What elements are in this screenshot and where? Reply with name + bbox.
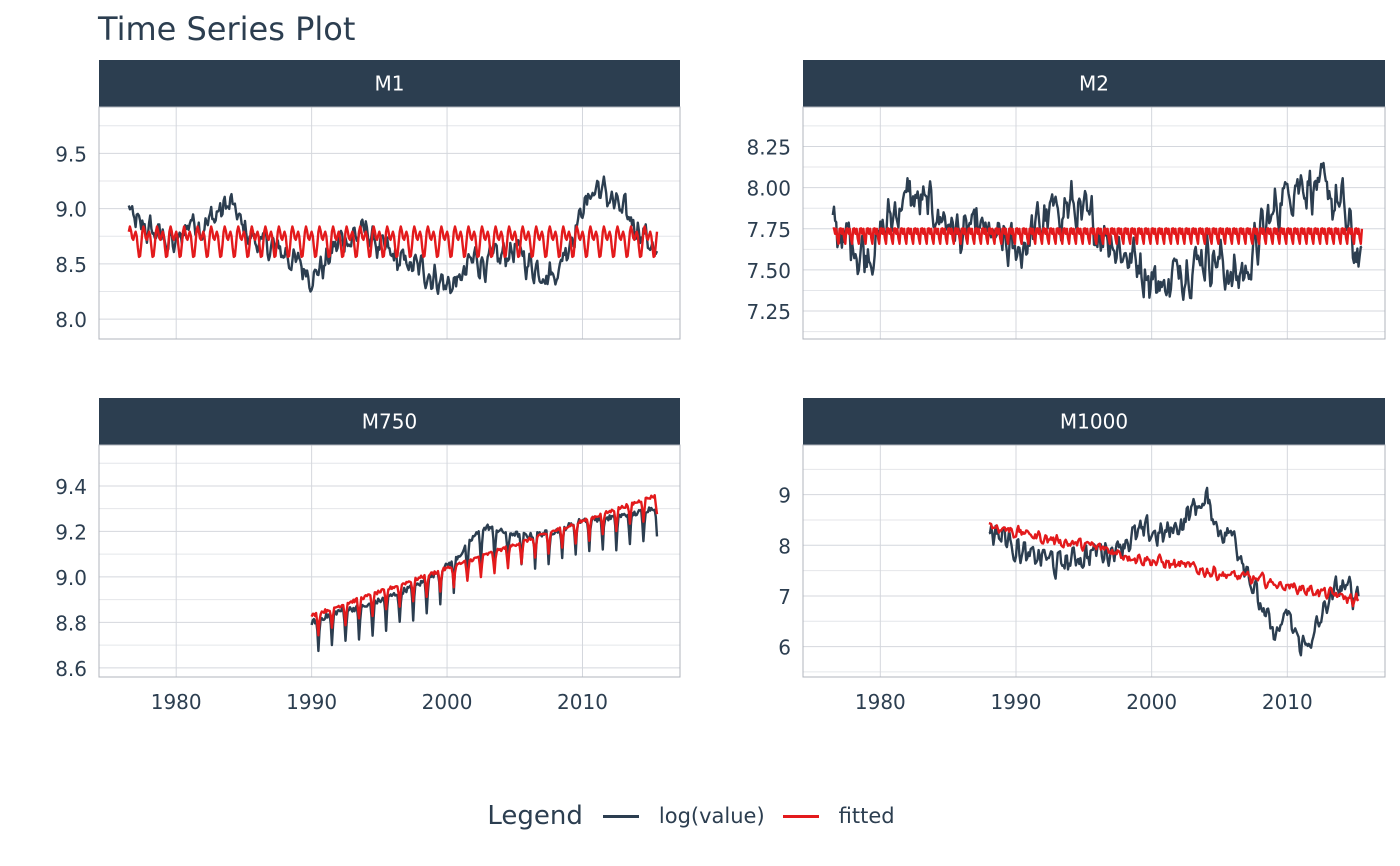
series-fitted-line	[310, 494, 659, 637]
series-log-value-line	[988, 486, 1360, 657]
legend-item-fitted: fitted	[782, 804, 895, 828]
strip-m1	[99, 60, 680, 107]
x-tick-label: 2010	[557, 690, 608, 714]
y-tick-label: 7.75	[746, 218, 791, 242]
legend-swatch-log-value	[602, 814, 639, 818]
chart-canvas: M1 8.0 8.5 9.0 9.5 M2 7.25 7.50 7.75 8.00 8.25 M750…	[55, 60, 1386, 714]
strip-m750	[99, 398, 680, 445]
x-tick-label: 1990	[991, 690, 1042, 714]
y-tick-label: 7	[778, 585, 791, 609]
series-log-value-line	[310, 506, 659, 653]
series-fitted-line	[988, 522, 1360, 608]
y-tick-label: 6	[778, 636, 791, 660]
y-tick-label: 9.2	[55, 520, 87, 544]
x-tick-label: 1990	[286, 690, 337, 714]
x-tick-label: 2010	[1262, 690, 1313, 714]
y-tick-label: 9	[778, 484, 791, 508]
panel-border	[802, 444, 1386, 678]
y-tick-label: 9.0	[55, 198, 87, 222]
strip-label-m1: M1	[375, 72, 405, 96]
y-tick-label: 8.25	[746, 135, 791, 159]
chart-title: Time Series Plot	[98, 10, 356, 48]
x-tick-label: 2000	[422, 690, 473, 714]
y-tick-label: 9.4	[55, 475, 87, 499]
y-tick-label: 8	[778, 534, 791, 558]
legend-label-log-value: log(value)	[658, 804, 765, 828]
strip-m1000	[803, 398, 1385, 445]
legend-title: Legend	[487, 801, 583, 831]
panel-m1000: M1000 6 7 8 9 1980 1990 2000 2010	[778, 398, 1386, 714]
series-fitted-line	[127, 225, 659, 259]
panel-border	[98, 444, 681, 678]
series-log-value-line	[831, 161, 1363, 301]
x-tick-label: 2000	[1126, 690, 1177, 714]
y-tick-label: 9.5	[55, 142, 87, 166]
y-tick-label: 8.0	[55, 308, 87, 332]
series-fitted-line	[832, 227, 1364, 246]
strip-m2	[803, 60, 1385, 107]
x-tick-label: 1980	[855, 690, 906, 714]
y-tick-label: 8.00	[746, 177, 791, 201]
y-tick-label: 9.0	[55, 566, 87, 590]
panel-m750: M750 8.6 8.8 9.0 9.2 9.4 1980 1990 2000 2010	[55, 398, 681, 714]
legend-label-fitted: fitted	[838, 804, 895, 828]
legend-swatch-fitted	[782, 814, 819, 818]
legend-item-log-value: log(value)	[602, 804, 765, 828]
y-tick-label: 8.8	[55, 611, 87, 635]
legend: Legend log(value) fitted	[0, 796, 1400, 836]
panel-border	[802, 106, 1386, 340]
strip-label-m2: M2	[1079, 72, 1109, 96]
x-tick-label: 1980	[151, 690, 202, 714]
y-tick-label: 7.50	[746, 259, 791, 283]
y-tick-label: 8.5	[55, 253, 87, 277]
strip-label-m750: M750	[362, 410, 417, 434]
strip-label-m1000: M1000	[1060, 410, 1128, 434]
panel-m1: M1 8.0 8.5 9.0 9.5	[55, 60, 681, 340]
y-tick-label: 8.6	[55, 657, 87, 681]
y-tick-label: 7.25	[746, 300, 791, 324]
panel-border	[98, 106, 681, 340]
series-log-value-line	[127, 175, 659, 295]
panel-m2: M2 7.25 7.50 7.75 8.00 8.25	[746, 60, 1386, 340]
